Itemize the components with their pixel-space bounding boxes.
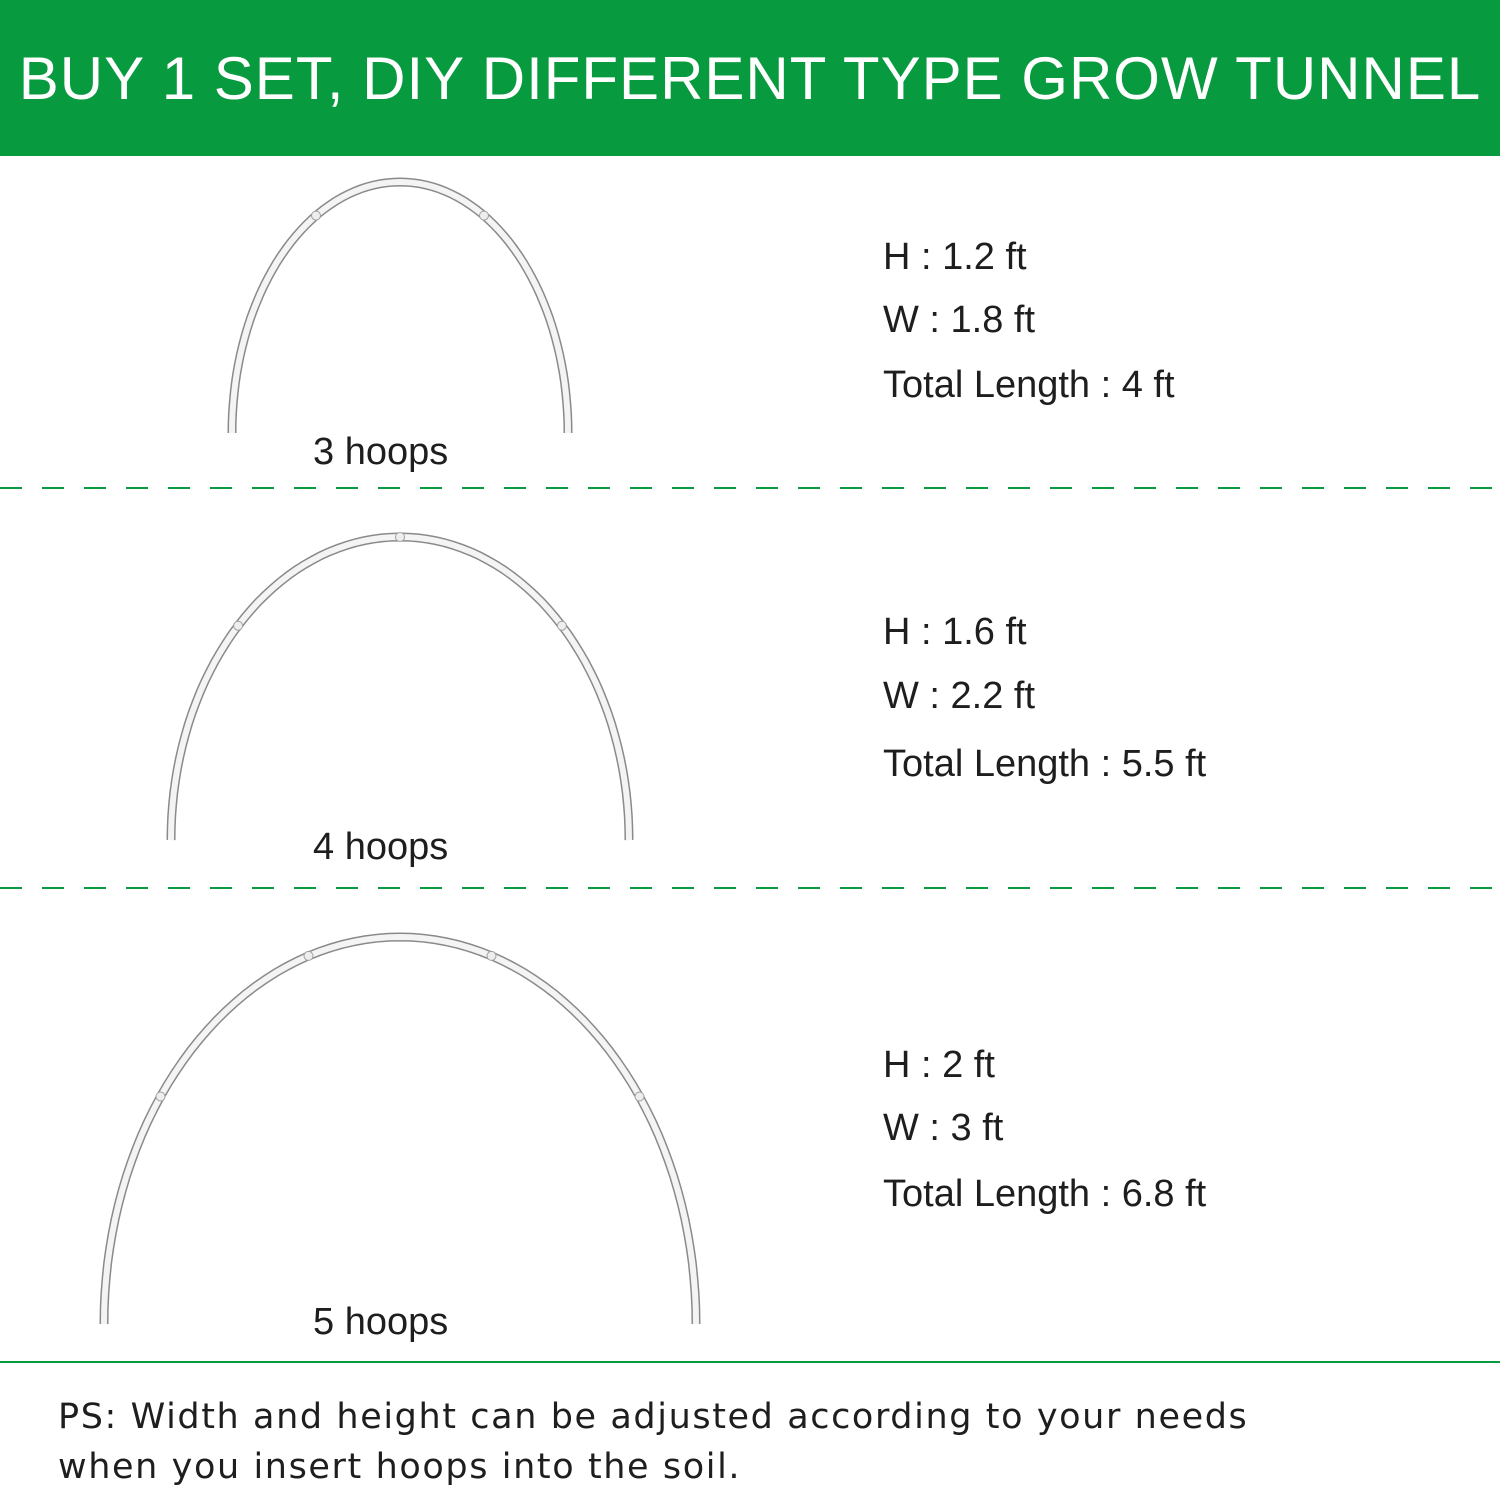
hoop-label-4: 4 hoops bbox=[313, 826, 449, 868]
footnote-line-2: when you insert hoops into the soil. bbox=[58, 1447, 742, 1487]
hoop-tube bbox=[229, 178, 571, 434]
hoops-drawing bbox=[0, 177, 1500, 1363]
hoop-joint bbox=[556, 620, 567, 631]
spec-width-3: W : 1.8 ft bbox=[883, 299, 1036, 341]
hoop-tube bbox=[168, 533, 632, 841]
hoop-arch-5 bbox=[99, 932, 701, 1325]
hoop-joint bbox=[634, 1091, 645, 1102]
spec-total-length-5: Total Length : 6.8 ft bbox=[883, 1173, 1207, 1215]
hoop-joint bbox=[311, 210, 321, 221]
hoop-joint bbox=[395, 532, 405, 542]
hoop-outline bbox=[99, 932, 701, 1325]
hoop-arch-3 bbox=[227, 177, 573, 434]
hoop-joint bbox=[303, 950, 314, 961]
hoop-label-3: 3 hoops bbox=[313, 431, 449, 473]
hoop-tube bbox=[101, 933, 699, 1325]
hoop-joint bbox=[486, 950, 497, 961]
spec-height-4: H : 1.6 ft bbox=[883, 611, 1027, 653]
title-banner: BUY 1 SET, DIY DIFFERENT TYPE GROW TUNNE… bbox=[0, 0, 1500, 156]
hoop-diagram bbox=[0, 156, 1500, 1366]
hoop-joint bbox=[233, 620, 244, 631]
spec-total-length-4: Total Length : 5.5 ft bbox=[883, 743, 1207, 785]
hoop-joint bbox=[155, 1091, 166, 1102]
hoop-label-5: 5 hoops bbox=[313, 1301, 449, 1343]
spec-width-5: W : 3 ft bbox=[883, 1107, 1004, 1149]
footnote: PS: Width and height can be adjusted acc… bbox=[58, 1392, 1478, 1492]
hoop-arch-4 bbox=[166, 532, 634, 841]
spec-height-3: H : 1.2 ft bbox=[883, 236, 1027, 278]
hoop-outline bbox=[227, 177, 573, 434]
spec-height-5: H : 2 ft bbox=[883, 1044, 995, 1086]
footnote-line-1: PS: Width and height can be adjusted acc… bbox=[58, 1397, 1249, 1437]
banner-title: BUY 1 SET, DIY DIFFERENT TYPE GROW TUNNE… bbox=[18, 44, 1482, 112]
spec-width-4: W : 2.2 ft bbox=[883, 675, 1036, 717]
hoop-outline bbox=[166, 532, 634, 841]
spec-total-length-3: Total Length : 4 ft bbox=[883, 364, 1175, 406]
hoop-joint bbox=[479, 210, 489, 221]
